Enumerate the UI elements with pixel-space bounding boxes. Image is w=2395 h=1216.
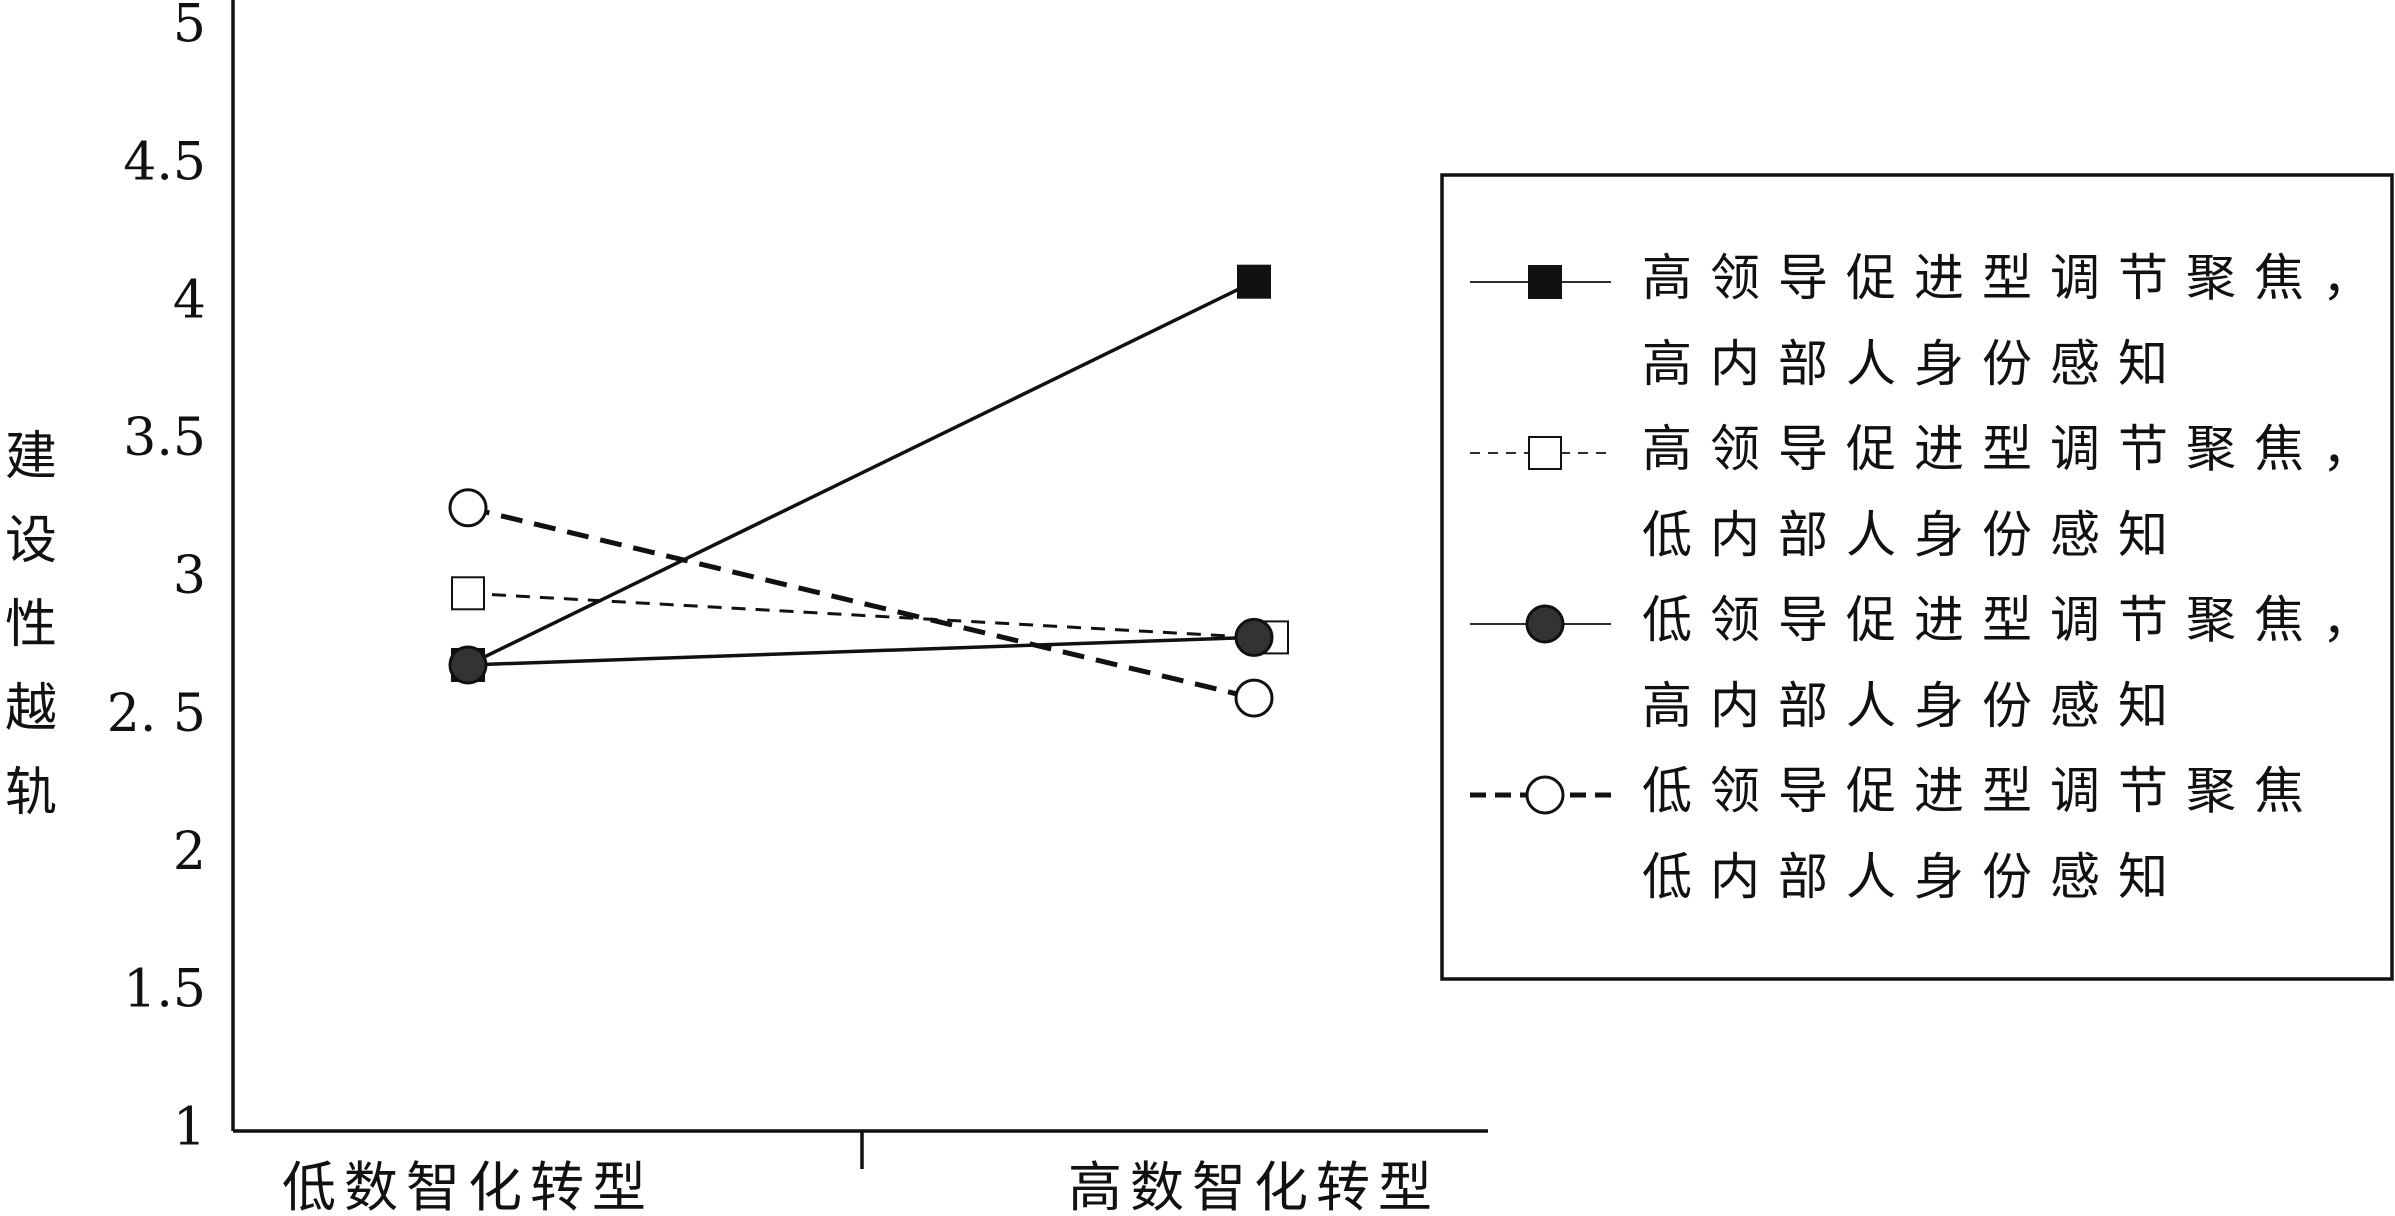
series-line xyxy=(467,635,1255,667)
y-tick-label: 2. 5 xyxy=(107,684,206,744)
y-tick-label: 4 xyxy=(173,270,206,330)
marker xyxy=(451,576,485,611)
series-line xyxy=(467,280,1255,667)
x-tick-label: 低数智化转型 xyxy=(282,1156,654,1216)
legend-label: 高领导促进型调节聚焦，高内部人身份感知 xyxy=(1642,249,2390,393)
legend-box xyxy=(1440,173,2394,981)
y-tick-label: 5 xyxy=(173,0,206,55)
y-tick-label: 1.5 xyxy=(123,960,206,1020)
y-tick-label: 4.5 xyxy=(123,132,206,192)
marker xyxy=(1234,617,1274,657)
y-axis-label: 建设性越轨 xyxy=(5,427,57,823)
marker xyxy=(448,645,488,685)
x-tick-label: 高数智化转型 xyxy=(1068,1156,1440,1216)
marker xyxy=(1525,775,1565,815)
marker xyxy=(1528,436,1562,470)
legend-label: 低领导促进型调节聚焦低内部人身份感知 xyxy=(1642,762,2322,906)
marker xyxy=(448,488,488,528)
legend-label: 高领导促进型调节聚焦，低内部人身份感知 xyxy=(1642,420,2390,564)
series-line xyxy=(467,505,1255,701)
marker xyxy=(1525,604,1565,644)
marker xyxy=(1528,265,1562,299)
y-tick-label: 3 xyxy=(173,546,206,606)
marker xyxy=(1234,678,1274,718)
y-tick-label: 2 xyxy=(173,822,206,882)
legend-label: 低领导促进型调节聚焦，高内部人身份感知 xyxy=(1642,591,2390,735)
y-tick-label: 1 xyxy=(173,1098,206,1158)
marker xyxy=(1237,264,1271,299)
y-tick-label: 3.5 xyxy=(123,408,206,468)
series-line xyxy=(467,591,1255,639)
